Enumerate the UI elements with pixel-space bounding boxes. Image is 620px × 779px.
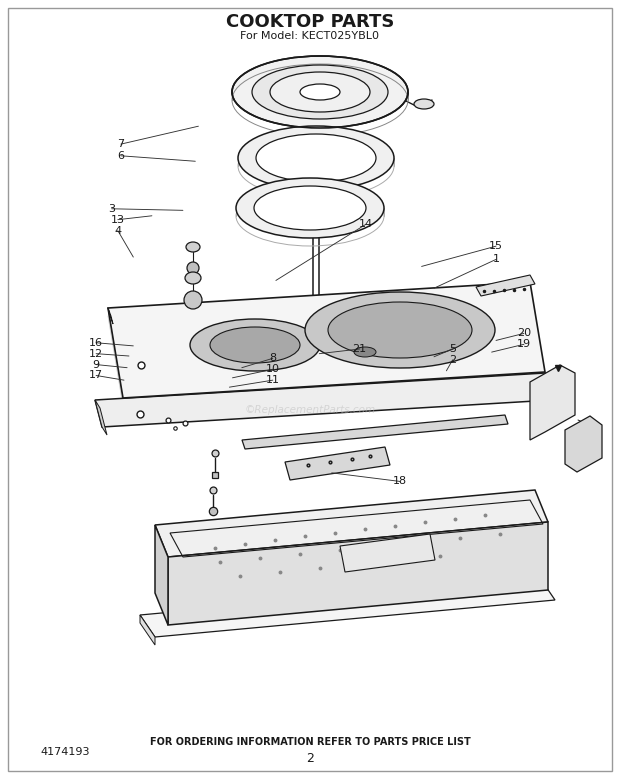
Text: 15: 15 <box>489 241 503 251</box>
Ellipse shape <box>414 99 434 109</box>
Text: 13: 13 <box>111 215 125 224</box>
Text: 4174193: 4174193 <box>40 747 89 757</box>
Ellipse shape <box>210 327 300 363</box>
Text: 3: 3 <box>108 204 115 213</box>
Text: 20: 20 <box>517 329 531 338</box>
Text: For Model: KECT025YBL0: For Model: KECT025YBL0 <box>241 31 379 41</box>
Text: 7: 7 <box>117 139 125 149</box>
Ellipse shape <box>270 72 370 112</box>
Polygon shape <box>285 447 390 480</box>
Polygon shape <box>340 534 435 572</box>
Text: 16: 16 <box>89 338 103 347</box>
Polygon shape <box>95 373 552 427</box>
Text: COOKTOP PARTS: COOKTOP PARTS <box>226 13 394 31</box>
Ellipse shape <box>254 186 366 230</box>
Text: 2: 2 <box>306 752 314 764</box>
Text: 2: 2 <box>449 355 456 365</box>
Polygon shape <box>108 308 113 324</box>
Ellipse shape <box>187 262 199 274</box>
Text: 10: 10 <box>266 365 280 374</box>
Text: ©ReplacementParts.com: ©ReplacementParts.com <box>244 405 376 415</box>
Polygon shape <box>155 490 548 557</box>
Text: 9: 9 <box>92 360 100 369</box>
Text: 18: 18 <box>393 477 407 486</box>
Ellipse shape <box>252 65 388 119</box>
Text: 8: 8 <box>269 354 277 363</box>
Polygon shape <box>155 525 168 625</box>
Polygon shape <box>140 615 155 645</box>
Ellipse shape <box>232 56 408 128</box>
Ellipse shape <box>354 347 376 357</box>
Text: 1: 1 <box>492 255 500 264</box>
Text: FOR ORDERING INFORMATION REFER TO PARTS PRICE LIST: FOR ORDERING INFORMATION REFER TO PARTS … <box>149 737 471 747</box>
Ellipse shape <box>328 302 472 358</box>
Text: 21: 21 <box>353 344 366 354</box>
Polygon shape <box>476 275 535 296</box>
Ellipse shape <box>185 272 201 284</box>
Polygon shape <box>95 400 107 435</box>
Text: 11: 11 <box>266 375 280 385</box>
Polygon shape <box>168 522 548 625</box>
Ellipse shape <box>186 242 200 252</box>
Polygon shape <box>565 416 602 472</box>
Text: 5: 5 <box>449 344 456 354</box>
Text: 19: 19 <box>517 340 531 349</box>
Text: 4: 4 <box>114 226 122 235</box>
Polygon shape <box>242 415 508 449</box>
Ellipse shape <box>300 84 340 100</box>
Text: 12: 12 <box>89 349 103 358</box>
Polygon shape <box>108 282 545 398</box>
Text: 6: 6 <box>117 151 125 160</box>
Ellipse shape <box>190 319 320 371</box>
Polygon shape <box>140 578 555 637</box>
Ellipse shape <box>238 126 394 190</box>
Text: 14: 14 <box>359 220 373 229</box>
Ellipse shape <box>305 292 495 368</box>
Ellipse shape <box>256 134 376 182</box>
Polygon shape <box>530 365 575 440</box>
Text: 17: 17 <box>89 371 103 380</box>
Ellipse shape <box>184 291 202 309</box>
Ellipse shape <box>236 178 384 238</box>
